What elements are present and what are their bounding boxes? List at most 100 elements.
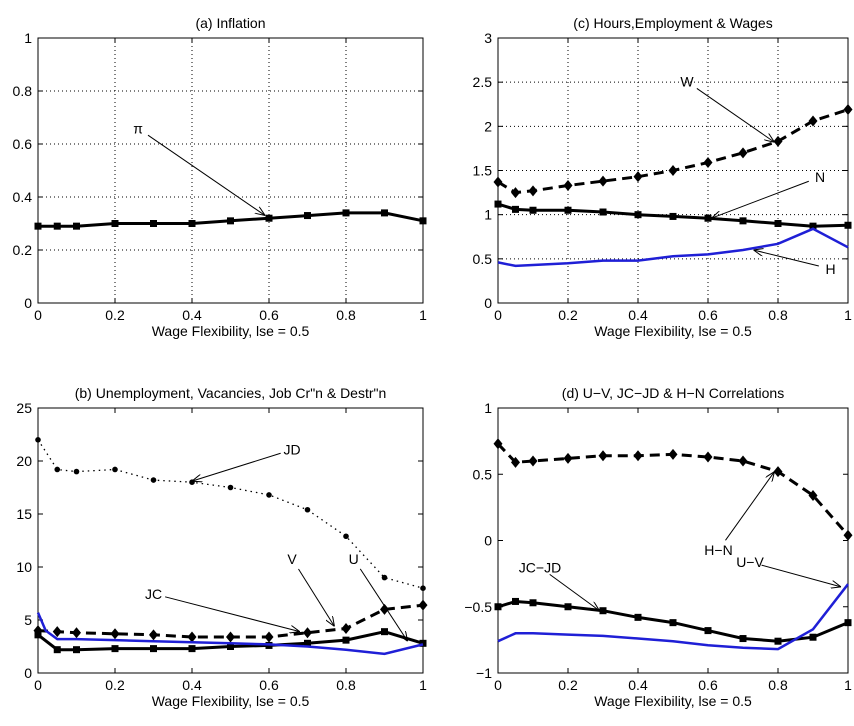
chart-title: (c) Hours,Employment & Wages [573, 15, 772, 31]
data-point [845, 619, 852, 626]
data-point [381, 209, 388, 216]
annotation-label: V [287, 551, 297, 567]
data-point [189, 645, 196, 652]
x-tick-label: 0.2 [105, 677, 125, 693]
x-tick-label: 0.4 [628, 677, 648, 693]
data-point [740, 635, 747, 642]
annotation-label: H−N [704, 542, 732, 558]
y-tick-label: 0.8 [13, 83, 33, 99]
data-point [112, 467, 118, 473]
x-tick-label: 0 [34, 307, 42, 323]
x-tick-label: 0.4 [182, 307, 202, 323]
data-point [565, 207, 572, 214]
annotation-label: U [349, 551, 359, 567]
x-tick-label: 0.6 [259, 677, 279, 693]
y-tick-label: 3 [484, 30, 492, 46]
data-point [705, 215, 712, 222]
annotation-label: H [825, 261, 835, 277]
y-tick-label: 0 [24, 665, 32, 681]
data-point [670, 213, 677, 220]
y-tick-label: 0.4 [13, 189, 33, 205]
data-point [775, 638, 782, 645]
data-point [810, 634, 817, 641]
x-tick-label: 1 [844, 307, 852, 323]
data-point [635, 211, 642, 218]
y-tick-label: 0 [484, 533, 492, 549]
y-tick-label: 15 [16, 506, 32, 522]
y-tick-label: 0 [24, 295, 32, 311]
y-tick-label: −1 [476, 665, 492, 681]
y-tick-label: 0.2 [13, 242, 33, 258]
data-point [740, 217, 747, 224]
y-tick-label: −0.5 [464, 599, 492, 615]
x-tick-label: 0.6 [698, 307, 718, 323]
x-tick-label: 0.4 [628, 307, 648, 323]
data-point [343, 533, 349, 539]
x-axis-label: Wage Flexibility, lse = 0.5 [594, 693, 752, 709]
data-point [343, 637, 350, 644]
y-tick-label: 0.5 [473, 466, 493, 482]
plot-area [38, 38, 423, 303]
data-point [600, 209, 607, 216]
y-tick-label: 20 [16, 453, 32, 469]
chart-title: (d) U−V, JC−JD & H−N Correlations [562, 385, 784, 401]
annotation-label: JD [284, 442, 301, 458]
panel-inflation: 0 0.2 0.4 0.6 0.8 1 0 0.2 0.4 0.6 0.8 1 (a) Inflatio… [13, 15, 428, 339]
data-point [381, 628, 388, 635]
annotation-label: JC [145, 586, 162, 602]
panel-hours-employment-wages: 0 0.2 0.4 0.6 0.8 1 0 0.5 1 1.5 2 2.5 3 (c) Hours,Emp… [473, 15, 853, 339]
y-tick-label: 5 [24, 612, 32, 628]
x-tick-label: 0.4 [182, 677, 202, 693]
data-point [382, 575, 388, 581]
data-point [227, 217, 234, 224]
y-tick-label: 0.5 [473, 251, 493, 267]
data-point [74, 469, 80, 475]
x-axis-label: Wage Flexibility, lse = 0.5 [152, 323, 310, 339]
x-tick-label: 0.2 [558, 677, 578, 693]
x-tick-label: 1 [419, 677, 427, 693]
x-tick-label: 0.6 [698, 677, 718, 693]
data-point [228, 485, 234, 491]
chart-title: (b) Unemployment, Vacancies, Job Cr"n & … [75, 385, 387, 401]
y-tick-label: 1 [24, 30, 32, 46]
data-point [54, 467, 60, 473]
data-point [35, 631, 42, 638]
data-point [112, 645, 119, 652]
data-point [35, 437, 41, 443]
data-point [54, 223, 61, 230]
data-point [775, 220, 782, 227]
data-point [530, 599, 537, 606]
data-point [73, 646, 80, 653]
chart-title: (a) Inflation [195, 15, 265, 31]
data-point [266, 215, 273, 222]
data-point [495, 603, 502, 610]
data-point [150, 645, 157, 652]
data-point [150, 220, 157, 227]
x-axis-label: Wage Flexibility, lse = 0.5 [152, 693, 310, 709]
annotation-label: JC−JD [519, 559, 561, 575]
data-point [54, 646, 61, 653]
data-point [495, 201, 502, 208]
annotation-label: U−V [736, 554, 764, 570]
data-point [565, 603, 572, 610]
annotation-label: W [680, 74, 694, 90]
x-tick-label: 0 [494, 307, 502, 323]
x-tick-label: 0.6 [259, 307, 279, 323]
data-point [530, 207, 537, 214]
x-tick-label: 0.8 [336, 677, 356, 693]
data-point [343, 209, 350, 216]
data-point [512, 206, 519, 213]
annotation-label: π [133, 120, 143, 136]
data-point [670, 619, 677, 626]
data-point [635, 614, 642, 621]
data-point [151, 477, 157, 483]
data-point [305, 507, 311, 513]
data-point [420, 217, 427, 224]
data-point [600, 607, 607, 614]
x-tick-label: 0.8 [768, 677, 788, 693]
data-point [112, 220, 119, 227]
y-tick-label: 1 [484, 207, 492, 223]
data-point [845, 222, 852, 229]
